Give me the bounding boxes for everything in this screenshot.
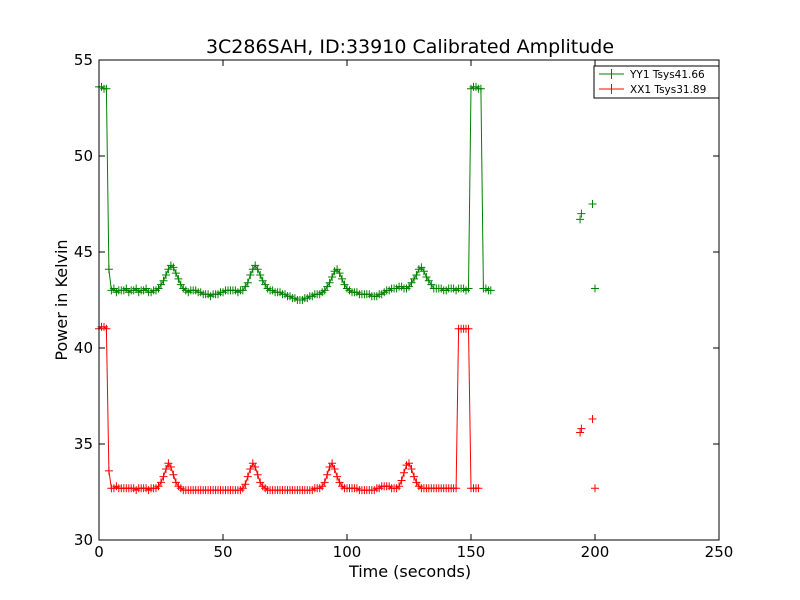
y-tick-label: 55 <box>74 51 93 69</box>
legend: YY1 Tsys41.66 XX1 Tsys31.89 <box>593 65 720 99</box>
data-point-yy1 <box>159 276 168 285</box>
x-axis-label: Time (seconds) <box>348 562 471 581</box>
y-tick-label: 50 <box>74 147 93 165</box>
x-tick-label: 100 <box>333 543 362 561</box>
data-point-yy1 <box>419 267 428 276</box>
data-point-yy1 <box>464 284 473 293</box>
data-point-xx1 <box>576 428 585 437</box>
data-point-yy1 <box>246 271 255 279</box>
data-point-xx1 <box>330 465 339 473</box>
x-axis-ticks: 0 50 100 150 200 250 <box>94 60 733 561</box>
data-point-yy1 <box>104 265 113 274</box>
data-point-xx1 <box>591 484 599 493</box>
data-point-yy1 <box>591 284 599 293</box>
data-point-yy1 <box>338 274 346 283</box>
data-point-yy1 <box>476 84 485 93</box>
data-point-yy1 <box>174 274 183 283</box>
data-point-yy1 <box>169 263 178 272</box>
data-point-yy1 <box>412 271 421 279</box>
legend-marker-yy1 <box>606 69 617 79</box>
data-point-xx1 <box>452 484 461 493</box>
data-point-xx1 <box>253 470 262 479</box>
legend-box <box>593 65 720 99</box>
data-point-xx1 <box>246 465 255 473</box>
data-point-xx1 <box>159 472 168 481</box>
legend-marker-xx1 <box>606 84 617 94</box>
data-point-xx1 <box>410 472 418 481</box>
data-point-yy1 <box>253 265 262 274</box>
data-point-xx1 <box>104 466 113 475</box>
data-point-xx1 <box>243 472 252 481</box>
series-yy1 <box>95 82 599 304</box>
legend-label-xx1: XX1 Tsys31.89 <box>630 84 706 96</box>
y-axis-ticks: 30 35 40 45 50 55 <box>74 51 719 549</box>
data-point-yy1 <box>243 278 252 287</box>
data-point-xx1 <box>333 472 342 481</box>
x-tick-label: 150 <box>457 543 486 561</box>
data-point-yy1 <box>486 286 495 295</box>
data-point-xx1 <box>166 463 175 471</box>
data-point-yy1 <box>328 273 337 281</box>
x-tick-label: 50 <box>213 543 232 561</box>
data-point-xx1 <box>320 478 329 487</box>
x-tick-label: 0 <box>94 543 104 561</box>
data-point-yy1 <box>577 209 586 218</box>
data-point-xx1 <box>157 478 165 487</box>
series-layer <box>95 82 599 495</box>
data-point-yy1 <box>256 271 265 279</box>
y-tick-label: 40 <box>74 339 93 357</box>
y-tick-label: 45 <box>74 243 93 261</box>
data-point-yy1 <box>171 269 180 278</box>
data-point-xx1 <box>464 324 473 333</box>
x-tick-label: 200 <box>581 543 610 561</box>
data-point-yy1 <box>576 215 585 224</box>
data-point-xx1 <box>407 465 416 473</box>
series-xx1 <box>95 322 599 495</box>
data-point-xx1 <box>588 415 597 423</box>
data-point-yy1 <box>162 271 170 279</box>
data-point-xx1 <box>577 424 586 433</box>
plot-area <box>99 60 719 540</box>
plot-frame <box>98 59 720 541</box>
data-point-yy1 <box>102 84 111 93</box>
data-point-xx1 <box>251 463 260 471</box>
legend-label-yy1: YY1 Tsys41.66 <box>629 69 705 81</box>
chart-title: 3C286SAH, ID:33910 Calibrated Amplitude <box>206 36 614 58</box>
y-tick-label: 35 <box>74 435 93 453</box>
data-point-yy1 <box>335 269 344 278</box>
data-point-xx1 <box>241 480 250 489</box>
data-point-xx1 <box>474 484 483 493</box>
data-point-xx1 <box>323 470 332 479</box>
x-tick-label: 250 <box>705 543 734 561</box>
data-point-xx1 <box>400 468 408 477</box>
data-point-xx1 <box>397 476 406 485</box>
y-axis-label: Power in Kelvin <box>52 239 71 360</box>
data-point-xx1 <box>405 459 413 468</box>
y-tick-label: 30 <box>74 531 93 549</box>
data-point-xx1 <box>102 324 111 333</box>
data-point-yy1 <box>588 200 597 208</box>
data-point-xx1 <box>169 470 178 479</box>
data-point-xx1 <box>395 482 404 491</box>
data-point-xx1 <box>328 459 337 468</box>
data-point-yy1 <box>325 278 334 287</box>
data-point-xx1 <box>162 465 170 473</box>
